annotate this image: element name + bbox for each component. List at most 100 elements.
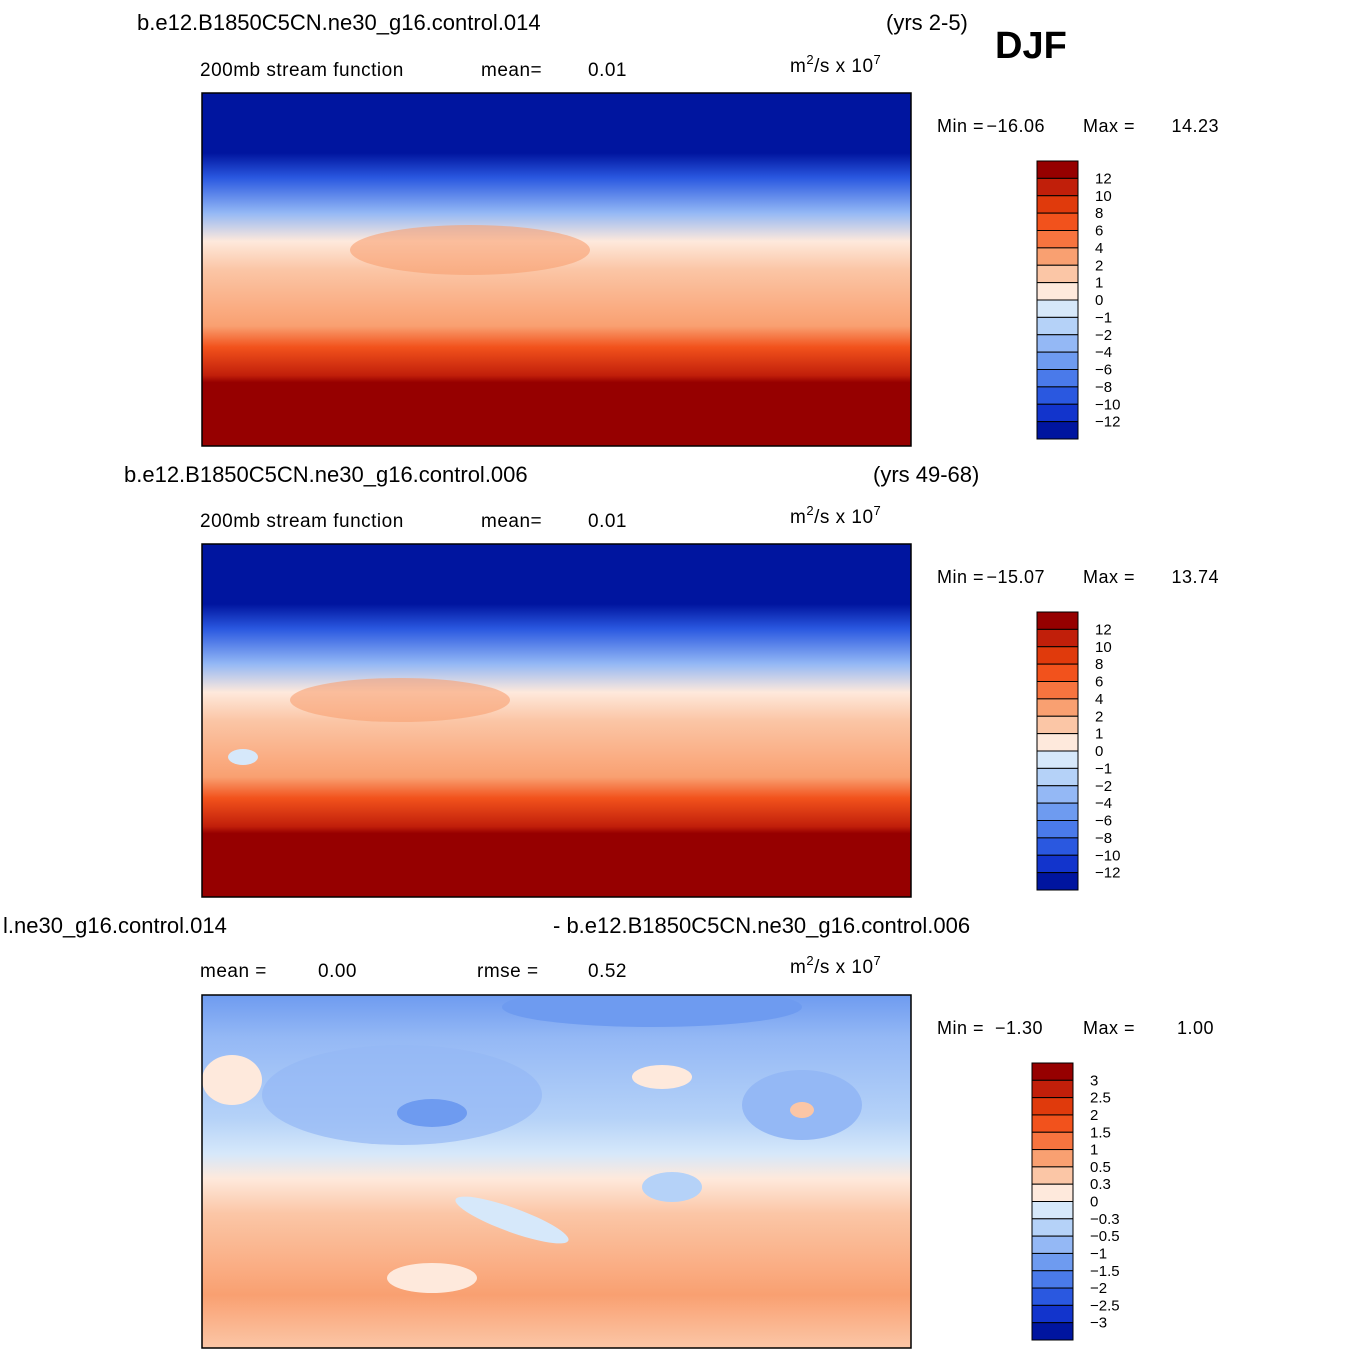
colorbar-box	[1036, 403, 1079, 423]
colorbar-box	[1036, 837, 1079, 856]
panel-title: b.e12.B1850C5CN.ne30_g16.control.014	[137, 10, 541, 35]
colorbar-label: −6	[1095, 362, 1112, 379]
colorbar-label: 6	[1095, 674, 1103, 691]
season: DJF	[995, 25, 1067, 67]
colorbar: 32.521.510.50.30−0.3−0.5−1−1.5−2−2.5−3	[1031, 1062, 1120, 1341]
map-contour	[397, 1099, 467, 1127]
colorbar-label: 0.3	[1090, 1176, 1111, 1193]
colorbar-box	[1036, 421, 1079, 440]
colorbar-label: 0.5	[1090, 1159, 1111, 1176]
max-label: Max =	[1083, 1018, 1135, 1038]
subtitle: 200mb stream function	[200, 511, 404, 532]
units: m2/s x 107	[790, 953, 881, 978]
colorbar-box	[1036, 264, 1079, 284]
map-clip	[202, 995, 911, 1348]
colorbar-box	[1031, 1183, 1074, 1202]
map-contour	[350, 225, 590, 275]
map-contour	[642, 1172, 702, 1202]
colorbar-box	[1031, 1235, 1074, 1254]
colorbar-box	[1031, 1304, 1074, 1324]
colorbar-box	[1036, 334, 1079, 353]
colorbar-label: 1.5	[1090, 1124, 1111, 1141]
colorbar-label: 6	[1095, 223, 1103, 240]
colorbar-box	[1031, 1131, 1074, 1151]
min-label: Min =	[937, 116, 984, 136]
colorbar-label: 10	[1095, 639, 1112, 656]
colorbar-label: −2	[1090, 1280, 1107, 1297]
colorbar-label: 10	[1095, 188, 1112, 205]
colorbar-box	[1036, 611, 1079, 630]
map-contour	[455, 1196, 569, 1244]
colorbar-box	[1036, 247, 1079, 266]
colorbar-label: 0	[1095, 292, 1103, 309]
subtitle: 0.00	[318, 961, 357, 982]
colorbar-box	[1036, 386, 1079, 405]
colorbar-box	[1036, 750, 1079, 769]
colorbar-label: −8	[1095, 379, 1112, 396]
colorbar-label: 8	[1095, 205, 1103, 222]
colorbar-box	[1036, 820, 1079, 839]
colorbar-label: −10	[1095, 396, 1120, 413]
max-label: Max =	[1083, 567, 1135, 587]
colorbar-box	[1036, 628, 1079, 648]
colorbar-box	[1036, 177, 1079, 197]
colorbar-label: −12	[1095, 414, 1120, 431]
map-contour	[632, 1065, 692, 1089]
colorbar-box	[1031, 1270, 1074, 1289]
colorbar-box	[1031, 1149, 1074, 1168]
colorbar-box	[1036, 663, 1079, 682]
colorbar-box	[1031, 1097, 1074, 1116]
subtitle: 0.52	[588, 961, 627, 982]
colorbar-box	[1036, 369, 1079, 388]
min-value: −1.30	[995, 1018, 1043, 1038]
colorbar-box	[1031, 1062, 1074, 1081]
colorbar-box	[1036, 733, 1079, 752]
colorbar-box	[1031, 1322, 1074, 1341]
subtitle: 0.01	[588, 60, 627, 81]
colorbar-box	[1031, 1218, 1074, 1237]
colorbar-box	[1031, 1114, 1074, 1133]
subtitle: mean=	[481, 511, 542, 532]
map-contour	[202, 1055, 262, 1105]
max-value: 13.74	[1171, 567, 1219, 587]
colorbar-label: −0.5	[1090, 1228, 1120, 1245]
colorbar-label: 4	[1095, 691, 1103, 708]
colorbar-label: 4	[1095, 240, 1103, 257]
colorbar-label: 1	[1090, 1142, 1098, 1159]
colorbar-label: 2	[1095, 257, 1103, 274]
min-value: −16.06	[986, 116, 1045, 136]
colorbar-label: −2	[1095, 327, 1112, 344]
units: m2/s x 107	[790, 503, 881, 528]
max-value: 1.00	[1177, 1018, 1214, 1038]
map-contour	[228, 749, 258, 765]
colorbar-box	[1031, 1287, 1074, 1306]
colorbar-label: −10	[1095, 847, 1120, 864]
colorbar-label: −4	[1095, 795, 1112, 812]
panel-title: b.e12.B1850C5CN.ne30_g16.control.006	[124, 462, 528, 487]
panel-title: - b.e12.B1850C5CN.ne30_g16.control.006	[553, 913, 970, 938]
subtitle: rmse =	[477, 961, 539, 982]
colorbar-box	[1036, 316, 1079, 336]
colorbar-box	[1036, 299, 1079, 318]
subtitle: 200mb stream function	[200, 60, 404, 81]
colorbar-box	[1036, 230, 1079, 249]
colorbar-label: 2	[1095, 708, 1103, 725]
colorbar-label: −1.5	[1090, 1263, 1120, 1280]
colorbar-box	[1031, 1252, 1074, 1272]
colorbar-box	[1031, 1201, 1074, 1220]
colorbar-box	[1036, 212, 1079, 231]
colorbar-label: 1	[1095, 275, 1103, 292]
colorbar-label: −3	[1090, 1315, 1107, 1332]
colorbar-box	[1036, 195, 1079, 214]
map-frame	[201, 994, 912, 1349]
colorbar-box	[1036, 802, 1079, 821]
panel-years: (yrs 49-68)	[873, 462, 979, 487]
colorbar-label: 1	[1095, 726, 1103, 743]
colorbar-box	[1036, 681, 1079, 700]
colorbar-label: 0	[1095, 743, 1103, 760]
min-label: Min =	[937, 1018, 984, 1038]
subtitle: mean=	[481, 60, 542, 81]
